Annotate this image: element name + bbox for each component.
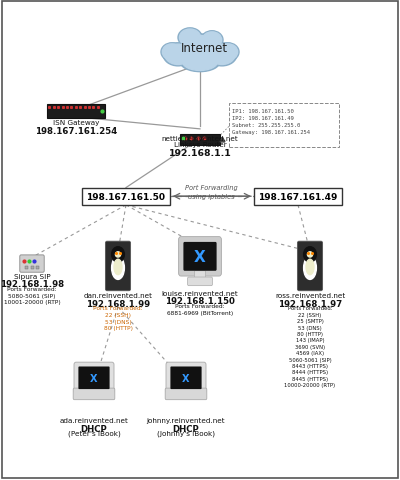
FancyBboxPatch shape — [188, 277, 212, 286]
Ellipse shape — [163, 44, 193, 67]
Ellipse shape — [304, 257, 316, 280]
Text: dan.reinvented.net: dan.reinvented.net — [84, 293, 152, 299]
FancyBboxPatch shape — [36, 266, 39, 269]
Text: Linksys Router: Linksys Router — [174, 142, 226, 147]
Ellipse shape — [217, 44, 239, 62]
Text: Ports Forwarded:
5080-5061 (SIP)
10001-20000 (RTP): Ports Forwarded: 5080-5061 (SIP) 10001-2… — [4, 287, 60, 305]
Text: 192.168.1.97: 192.168.1.97 — [278, 299, 342, 308]
Circle shape — [304, 247, 316, 263]
FancyBboxPatch shape — [20, 255, 44, 273]
FancyBboxPatch shape — [165, 388, 207, 400]
Text: Ports Forwarded:
22 (SSH)
25 (SMTP)
53 (DNS)
80 (HTTP)
143 (IMAP)
3690 (SVN)
456: Ports Forwarded: 22 (SSH) 25 (SMTP) 53 (… — [284, 306, 336, 387]
FancyBboxPatch shape — [73, 388, 115, 400]
Ellipse shape — [114, 260, 122, 275]
Text: DHCP: DHCP — [173, 424, 199, 433]
Text: Ports Forwarded:
6881-6969 (BitTorrent): Ports Forwarded: 6881-6969 (BitTorrent) — [167, 303, 233, 315]
Ellipse shape — [183, 36, 217, 60]
Text: ross.reinvented.net: ross.reinvented.net — [275, 293, 345, 299]
Ellipse shape — [162, 45, 182, 61]
Text: 192.168.1.1: 192.168.1.1 — [169, 149, 231, 158]
Ellipse shape — [112, 257, 124, 280]
Ellipse shape — [180, 52, 220, 72]
FancyBboxPatch shape — [180, 134, 220, 146]
Ellipse shape — [307, 252, 313, 257]
Text: X: X — [90, 373, 98, 383]
Text: X: X — [182, 373, 190, 383]
FancyBboxPatch shape — [46, 105, 106, 119]
Text: IP1: 198.167.161.50
IP2: 198.167.161.49
Subnet: 255.255.255.0
Gateway: 198.167.1: IP1: 198.167.161.50 IP2: 198.167.161.49 … — [232, 108, 310, 134]
Text: Port Forwarding
using iptables: Port Forwarding using iptables — [185, 185, 238, 199]
FancyBboxPatch shape — [183, 242, 217, 271]
Text: Internet: Internet — [180, 41, 228, 55]
Text: 198.167.161.49: 198.167.161.49 — [258, 192, 338, 201]
FancyBboxPatch shape — [82, 188, 170, 205]
FancyBboxPatch shape — [74, 362, 114, 394]
Text: (Johnny's iBook): (Johnny's iBook) — [157, 430, 215, 436]
FancyBboxPatch shape — [298, 242, 323, 291]
Text: (Peter's iBook): (Peter's iBook) — [68, 430, 120, 436]
Ellipse shape — [207, 44, 237, 67]
Text: nettie.reinvented.net: nettie.reinvented.net — [162, 135, 238, 141]
Text: 192.168.1.99: 192.168.1.99 — [86, 299, 150, 308]
Ellipse shape — [306, 260, 314, 275]
Text: ada.reinvented.net: ada.reinvented.net — [60, 418, 128, 423]
FancyBboxPatch shape — [25, 266, 28, 269]
FancyBboxPatch shape — [166, 362, 206, 394]
Text: DHCP: DHCP — [81, 424, 107, 433]
FancyBboxPatch shape — [78, 367, 110, 389]
Circle shape — [112, 247, 124, 263]
FancyBboxPatch shape — [254, 188, 342, 205]
Ellipse shape — [182, 54, 218, 71]
Ellipse shape — [202, 33, 222, 49]
Ellipse shape — [178, 29, 202, 48]
Ellipse shape — [209, 45, 235, 65]
Ellipse shape — [165, 45, 191, 65]
FancyBboxPatch shape — [229, 104, 339, 148]
FancyBboxPatch shape — [178, 237, 222, 276]
FancyBboxPatch shape — [170, 367, 202, 389]
Ellipse shape — [115, 252, 121, 257]
FancyBboxPatch shape — [30, 266, 34, 269]
Text: ISN Gateway: ISN Gateway — [53, 120, 99, 126]
FancyBboxPatch shape — [2, 2, 398, 478]
Text: 198.167.161.50: 198.167.161.50 — [86, 192, 166, 201]
Ellipse shape — [180, 30, 200, 47]
Text: 198.167.161.254: 198.167.161.254 — [35, 127, 117, 136]
Text: louise.reinvented.net: louise.reinvented.net — [162, 290, 238, 296]
FancyBboxPatch shape — [194, 271, 206, 281]
Ellipse shape — [218, 45, 238, 61]
Text: Ports Forwarded:
22 (SSH)
53 (DNS)
80 (HTTP): Ports Forwarded: 22 (SSH) 53 (DNS) 80 (H… — [93, 306, 143, 331]
Text: 192.168.1.150: 192.168.1.150 — [165, 297, 235, 306]
FancyBboxPatch shape — [105, 242, 130, 291]
Text: johnny.reinvented.net: johnny.reinvented.net — [147, 418, 225, 423]
Ellipse shape — [181, 35, 219, 61]
Text: Sipura SIP: Sipura SIP — [14, 274, 50, 279]
Ellipse shape — [201, 32, 223, 50]
Text: 192.168.1.98: 192.168.1.98 — [0, 280, 64, 289]
Ellipse shape — [161, 44, 183, 62]
Text: X: X — [194, 249, 206, 264]
